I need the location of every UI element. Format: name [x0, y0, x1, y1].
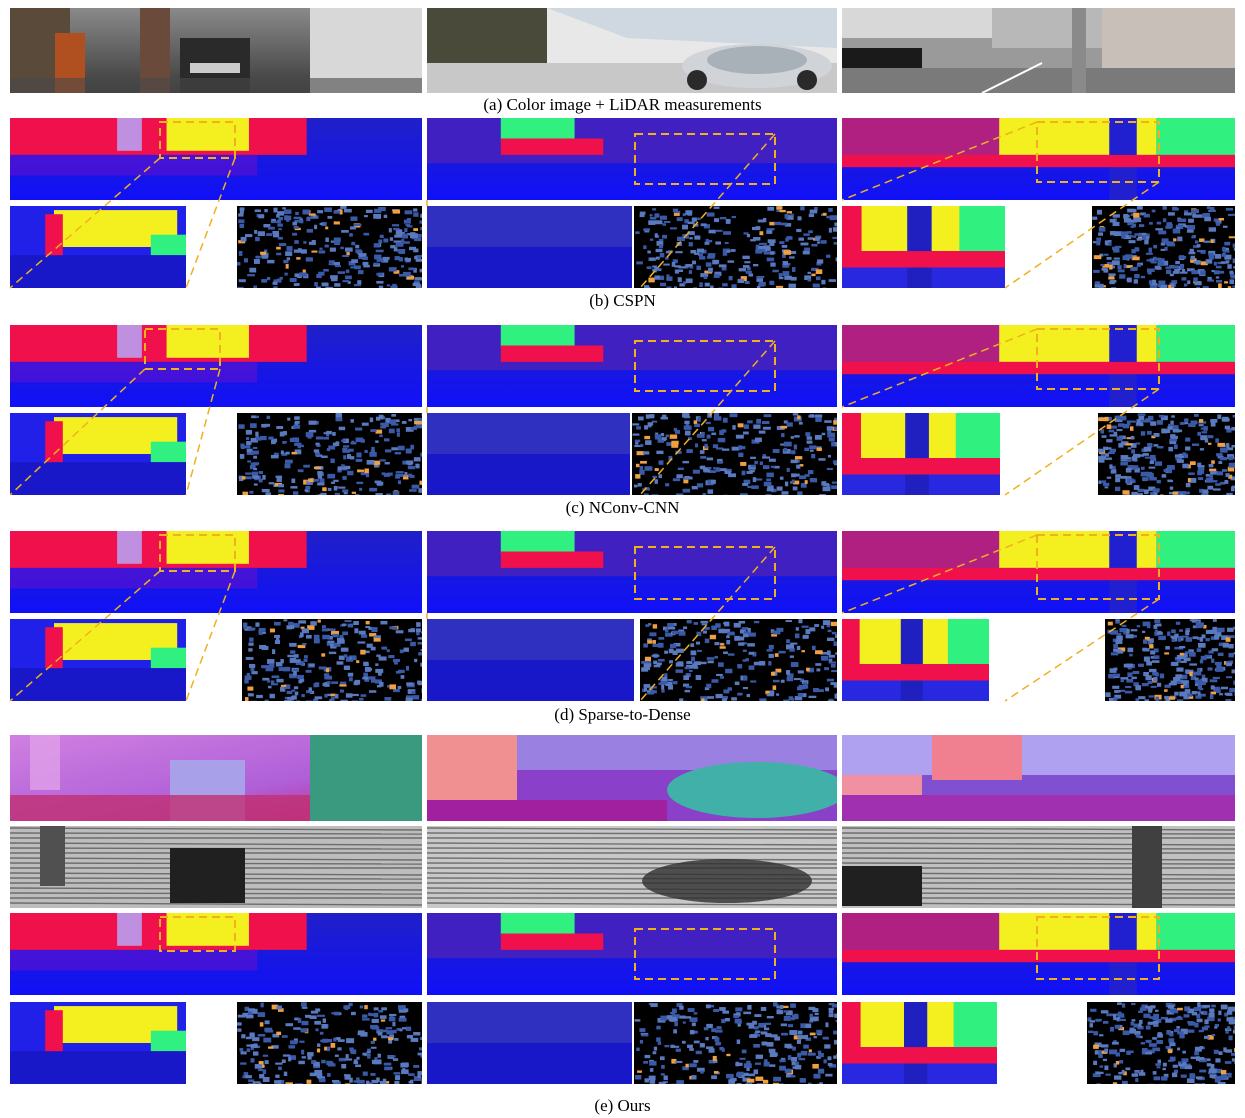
error-map-4: [634, 1002, 837, 1084]
confidence-map-2: [427, 826, 837, 908]
error-map-6: [1092, 206, 1235, 288]
depth-map-2: [427, 531, 837, 613]
zoom-crop-1: [10, 206, 186, 288]
depth-map-3: [842, 913, 1235, 995]
error-map-4: [634, 206, 837, 288]
depth-map-1: [10, 913, 422, 995]
depth-map-2: [427, 325, 837, 407]
zoom-crop-3: [427, 206, 632, 288]
row-d-depth: [0, 531, 1245, 703]
caption-e: (e) Ours: [594, 1096, 651, 1115]
row-c-depth: [0, 325, 1245, 497]
normal-map-2: [427, 735, 837, 821]
depth-map-2: [427, 118, 837, 200]
caption-c: (c) NConv-CNN: [565, 498, 680, 517]
caption-b: (b) CSPN: [589, 291, 656, 310]
row-e-confidence: [0, 826, 1245, 912]
error-map-6: [1105, 619, 1235, 701]
color-image-1: [10, 8, 422, 93]
caption-d: (d) Sparse-to-Dense: [554, 705, 691, 724]
error-map-2: [237, 1002, 422, 1084]
zoom-crop-3: [427, 619, 634, 701]
row-b-depth: [0, 118, 1245, 290]
error-map-4: [640, 619, 837, 701]
error-map-6: [1098, 413, 1235, 495]
zoom-crop-3: [427, 1002, 632, 1084]
color-image-3: [842, 8, 1235, 93]
confidence-map-3: [842, 826, 1235, 908]
zoom-crop-3: [427, 413, 630, 495]
depth-map-3: [842, 531, 1235, 613]
row-e-depth: [0, 913, 1245, 1088]
zoom-crop-1: [10, 619, 186, 701]
depth-map-1: [10, 531, 422, 613]
error-map-4: [632, 413, 837, 495]
caption-a: (a) Color image + LiDAR measurements: [483, 95, 762, 114]
zoom-crop-5: [842, 1002, 997, 1084]
row-e-normals: [0, 735, 1245, 825]
error-map-2: [237, 206, 422, 288]
zoom-crop-5: [842, 206, 1005, 288]
depth-map-1: [10, 118, 422, 200]
zoom-crop-5: [842, 413, 1000, 495]
error-map-6: [1087, 1002, 1235, 1084]
row-a-color-images: (a) Color image + LiDAR measurements: [0, 0, 1245, 118]
depth-map-1: [10, 325, 422, 407]
error-map-2: [237, 413, 422, 495]
normal-map-3: [842, 735, 1235, 821]
zoom-crop-1: [10, 413, 186, 495]
zoom-crop-1: [10, 1002, 186, 1084]
depth-map-3: [842, 118, 1235, 200]
depth-map-3: [842, 325, 1235, 407]
depth-map-2: [427, 913, 837, 995]
color-image-2: [427, 8, 837, 93]
confidence-map-1: [10, 826, 422, 908]
zoom-crop-5: [842, 619, 989, 701]
normal-map-1: [10, 735, 422, 821]
error-map-2: [242, 619, 422, 701]
